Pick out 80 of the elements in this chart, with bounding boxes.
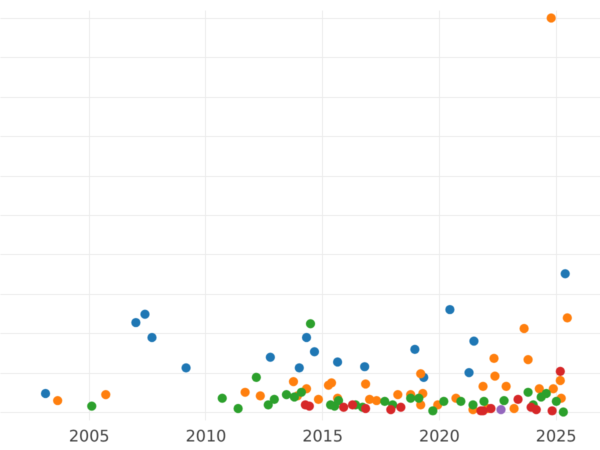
point — [310, 347, 320, 356]
point — [406, 394, 416, 403]
point — [87, 401, 96, 411]
x-tick-label: 2010 — [186, 426, 226, 446]
point — [414, 394, 424, 403]
point — [264, 400, 273, 410]
point — [306, 319, 316, 328]
point — [240, 388, 250, 397]
point — [234, 404, 243, 414]
point — [558, 407, 568, 417]
point — [296, 388, 306, 397]
point — [372, 396, 382, 406]
point — [556, 366, 565, 376]
point — [520, 324, 529, 334]
point — [428, 406, 438, 416]
x-tick-label: 2025 — [536, 426, 576, 446]
point — [486, 404, 496, 414]
point — [496, 405, 506, 414]
point — [478, 382, 488, 391]
point — [546, 13, 556, 23]
x-tick-label: 2005 — [68, 426, 110, 446]
point — [509, 404, 519, 414]
point — [542, 388, 551, 398]
point — [410, 344, 420, 354]
point — [140, 310, 150, 319]
point — [469, 336, 479, 346]
x-tick-label: 2015 — [302, 426, 344, 446]
point — [523, 388, 533, 397]
point — [270, 394, 279, 404]
point — [53, 396, 62, 406]
point — [456, 396, 466, 406]
x-tick-label: 2020 — [419, 426, 460, 446]
point — [416, 369, 426, 378]
point — [218, 394, 227, 403]
point — [181, 363, 191, 372]
point — [552, 396, 561, 406]
point — [266, 352, 275, 362]
point — [304, 401, 314, 411]
point — [532, 405, 541, 414]
point — [147, 332, 157, 342]
point — [556, 376, 565, 386]
point — [294, 363, 304, 372]
point — [439, 396, 448, 406]
point — [252, 372, 261, 382]
point — [339, 402, 348, 412]
point — [334, 396, 344, 406]
point — [523, 354, 533, 364]
point — [380, 396, 390, 406]
point — [360, 362, 370, 372]
point — [548, 384, 558, 394]
point — [326, 378, 336, 388]
point — [502, 382, 511, 391]
point — [464, 368, 474, 378]
point — [290, 392, 300, 402]
point — [288, 377, 298, 386]
point — [490, 372, 500, 381]
point — [360, 379, 370, 389]
point — [489, 354, 499, 364]
point — [513, 394, 523, 404]
point — [348, 400, 358, 410]
point — [534, 384, 544, 394]
point — [562, 313, 572, 322]
point — [256, 391, 265, 400]
point — [332, 357, 342, 367]
point — [360, 404, 370, 414]
point — [499, 396, 509, 406]
point — [479, 396, 489, 406]
point — [468, 400, 478, 410]
point — [445, 304, 454, 314]
point — [560, 269, 570, 278]
point — [302, 332, 312, 342]
point — [101, 390, 110, 400]
point — [282, 390, 292, 400]
point — [396, 402, 406, 412]
point — [314, 394, 324, 404]
point — [386, 405, 396, 414]
point — [393, 390, 402, 400]
point — [131, 318, 140, 328]
point — [548, 406, 557, 416]
point — [40, 388, 50, 398]
